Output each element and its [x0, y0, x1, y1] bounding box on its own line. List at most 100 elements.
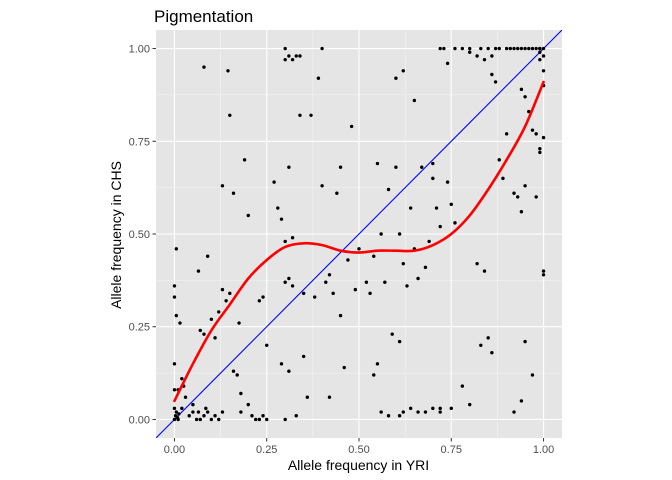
data-point	[342, 365, 346, 370]
data-point	[530, 46, 535, 51]
data-point	[445, 180, 450, 184]
data-point	[196, 410, 201, 414]
data-point	[490, 72, 494, 77]
data-point	[226, 69, 230, 73]
smooth-curve-layer	[173, 80, 545, 403]
data-point	[174, 247, 178, 251]
data-point	[386, 187, 391, 192]
data-point	[287, 54, 291, 58]
data-point	[338, 313, 343, 318]
smooth-curve	[173, 80, 545, 403]
data-point	[301, 291, 306, 296]
data-point	[401, 69, 405, 73]
data-point	[283, 57, 287, 62]
data-point	[239, 410, 243, 414]
data-point	[346, 258, 350, 262]
data-point	[290, 236, 295, 240]
data-point	[187, 414, 191, 418]
data-point	[541, 69, 546, 73]
data-point	[423, 265, 428, 270]
y-tick-label: 0.75	[129, 136, 150, 148]
data-point	[397, 339, 402, 344]
data-point	[172, 362, 177, 366]
data-point	[217, 417, 221, 422]
data-point	[250, 414, 254, 418]
data-point	[453, 221, 457, 225]
data-point	[523, 46, 527, 51]
y-tick-label: 0.00	[129, 414, 150, 426]
data-point	[287, 369, 291, 373]
data-point	[519, 46, 524, 51]
data-point	[239, 391, 243, 396]
data-point	[420, 165, 424, 169]
data-point	[235, 373, 239, 377]
data-point	[479, 343, 483, 347]
data-point	[397, 414, 402, 418]
data-point	[490, 54, 494, 58]
data-point	[408, 206, 413, 210]
data-point	[516, 195, 520, 199]
data-point	[276, 206, 280, 210]
data-point	[172, 388, 177, 392]
data-point	[231, 369, 236, 373]
data-point	[523, 95, 527, 99]
data-point	[309, 113, 313, 118]
data-point	[405, 284, 409, 288]
data-point	[453, 46, 457, 51]
data-point	[357, 247, 361, 251]
data-point	[298, 113, 302, 118]
data-point	[290, 57, 295, 62]
y-tick-label: 1.00	[129, 44, 150, 56]
data-point	[174, 410, 178, 414]
data-point	[390, 332, 394, 336]
x-axis: 0.00 0.25 0.50 0.75 1.00	[164, 438, 554, 456]
data-point	[519, 87, 524, 92]
data-point	[290, 284, 295, 288]
data-point	[538, 146, 542, 151]
data-point	[541, 46, 546, 51]
data-point	[475, 261, 479, 266]
data-point	[416, 410, 420, 414]
data-point	[501, 176, 505, 181]
data-point	[294, 54, 298, 58]
data-point	[486, 336, 490, 340]
data-point	[324, 280, 328, 284]
data-point	[205, 254, 210, 258]
data-point	[213, 336, 217, 340]
data-point	[287, 276, 291, 281]
data-point	[383, 280, 387, 284]
data-point	[416, 276, 420, 281]
data-point	[196, 269, 201, 273]
x-tick-label: 1.00	[533, 444, 554, 456]
data-point	[449, 406, 453, 411]
data-point	[460, 46, 465, 51]
data-point	[408, 406, 413, 411]
data-point	[541, 269, 546, 273]
data-point	[228, 291, 232, 296]
data-point	[349, 124, 354, 129]
data-point	[202, 414, 206, 418]
data-point	[431, 161, 435, 166]
data-point	[423, 410, 428, 414]
data-point	[497, 46, 501, 51]
data-point	[265, 343, 269, 347]
y-tick-label: 0.50	[129, 229, 150, 241]
data-point	[364, 280, 369, 284]
data-point	[178, 321, 182, 325]
data-point	[519, 210, 524, 214]
data-point	[504, 46, 509, 51]
data-point	[198, 417, 202, 422]
data-point	[538, 46, 542, 51]
data-point	[530, 128, 535, 132]
data-point	[246, 402, 250, 407]
y-tick-label: 0.25	[129, 322, 150, 334]
identity-line-layer	[156, 30, 562, 438]
data-point	[486, 46, 490, 51]
data-point	[172, 417, 177, 422]
data-point	[176, 417, 180, 422]
data-point	[283, 239, 287, 244]
data-point	[305, 395, 310, 399]
data-point	[512, 410, 516, 414]
data-point	[172, 295, 177, 299]
